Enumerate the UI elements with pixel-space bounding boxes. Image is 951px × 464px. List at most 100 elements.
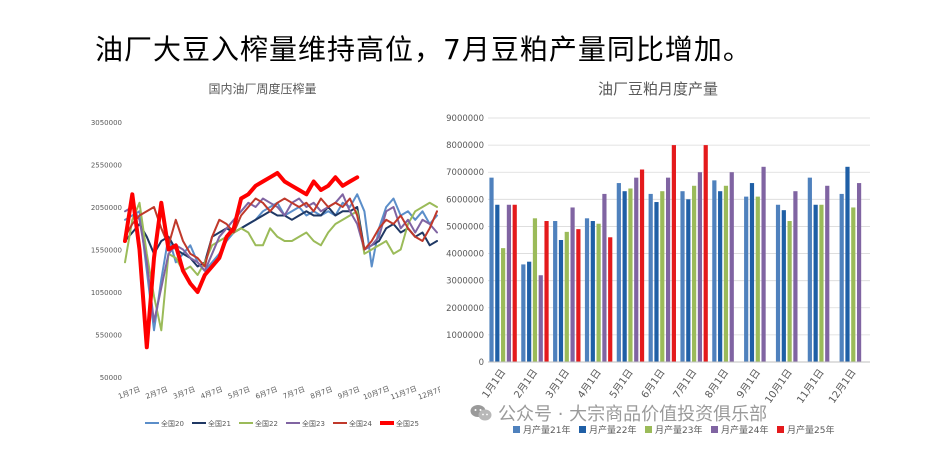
y-tick-label: 1050000 [91, 289, 122, 297]
bar [654, 202, 659, 362]
y-tick-label: 5000000 [446, 222, 484, 232]
x-tick-label: 11月1日 [794, 367, 826, 406]
bar [697, 172, 703, 362]
bar [639, 169, 645, 362]
bar [793, 191, 798, 362]
x-tick-label: 9月1日 [734, 367, 763, 401]
bar [686, 199, 691, 362]
bar [825, 185, 830, 362]
bar [851, 207, 856, 362]
bar [680, 191, 685, 362]
y-tick-label: 0 [479, 358, 484, 368]
bar [775, 204, 781, 362]
legend-label: 全国22 [255, 419, 278, 428]
bar [729, 172, 734, 362]
legend-label: 月产量23年 [655, 424, 702, 436]
bar-chart-svg: 9000000 8000000 7000000 6000000 5000000 40000… [446, 114, 870, 436]
legend-swatch [513, 426, 520, 433]
bar [544, 221, 549, 362]
y-tick-label: 9000000 [446, 114, 484, 124]
x-tick-label: 5月1日 [607, 367, 636, 401]
bar [584, 218, 590, 362]
bar [819, 204, 824, 362]
bar [712, 180, 717, 362]
bar [512, 204, 517, 362]
bar [521, 264, 526, 362]
bar [501, 248, 506, 362]
x-tick-label: 11月7日 [390, 385, 418, 402]
x-tick-label: 6月1日 [639, 367, 668, 401]
legend-label: 全国25 [396, 419, 419, 428]
series-line [124, 201, 438, 332]
bar [660, 191, 665, 362]
x-tick-label: 7月7日 [282, 385, 306, 400]
bar [671, 145, 676, 362]
bar [807, 177, 812, 362]
x-tick-label: 12月7日 [417, 385, 440, 402]
x-tick-label: 9月7日 [337, 385, 361, 400]
bar [781, 210, 786, 362]
x-tick-label: 8月1日 [703, 367, 732, 401]
y-tick-label: 2000000 [446, 304, 484, 314]
x-tick-label: 2月1日 [512, 367, 541, 401]
legend-label: 全国21 [208, 419, 231, 428]
bar [648, 193, 653, 362]
x-tick-label: 12月1日 [826, 367, 858, 406]
bar [723, 185, 729, 362]
watermark: 公众号 · 大宗商品价值投资俱乐部 [470, 400, 767, 426]
bar [718, 191, 723, 362]
x-tick-label: 2月7日 [145, 385, 169, 400]
legend-label: 月产量25年 [787, 424, 834, 436]
legend-swatch [777, 426, 784, 433]
chart-title: 国内油厂周度压榨量 [208, 82, 317, 96]
bar [665, 177, 671, 362]
line-chart-svg: 3050000 2550000 2050000 1550000 1050000 55000… [91, 119, 446, 428]
legend-swatch [711, 426, 718, 433]
bar [564, 231, 569, 362]
series-line [123, 171, 360, 350]
legend-label: 月产量24年 [721, 424, 768, 436]
x-tick-label: 1月1日 [480, 367, 509, 401]
weekly-crush-chart: 国内油厂周度压榨量 3050000 2550000 2050000 1550000 10… [85, 70, 446, 445]
bar [596, 223, 601, 362]
x-tick-label: 1月7日 [117, 385, 141, 400]
watermark-text: 公众号 · 大宗商品价值投资俱乐部 [498, 404, 768, 425]
bar [576, 229, 581, 362]
x-tick-label: 8月7日 [309, 385, 333, 400]
bar [489, 177, 494, 362]
slide-title: 油厂大豆入榨量维持高位，7月豆粕产量同比增加。 [95, 33, 752, 66]
bar [628, 188, 633, 362]
y-tick-label: 3050000 [91, 119, 122, 127]
bar [532, 218, 538, 362]
x-tick-label: 5月7日 [227, 385, 251, 400]
monthly-meal-chart: 油厂豆粕月度产量 9000000 8000000 7000000 6000000 500… [438, 70, 878, 445]
bar [558, 240, 564, 362]
x-tick-label: 3月1日 [543, 367, 572, 401]
y-tick-label: 2050000 [91, 204, 122, 212]
y-tick-label: 2550000 [91, 162, 122, 170]
x-tick-label: 7月1日 [671, 367, 700, 401]
y-tick-label: 3000000 [446, 277, 484, 287]
y-tick-label: 4000000 [446, 250, 484, 260]
series-line [124, 193, 438, 323]
bar [856, 183, 862, 362]
bar [755, 196, 760, 362]
bar [703, 145, 708, 362]
legend-label: 全国24 [349, 419, 372, 428]
series-line [124, 197, 438, 268]
legend-swatch [645, 426, 652, 433]
y-tick-label: 7000000 [446, 168, 484, 178]
bar [602, 193, 607, 362]
bar [506, 204, 512, 362]
bar [761, 166, 766, 362]
bar [616, 183, 621, 362]
x-tick-label: 4月7日 [200, 385, 224, 400]
bar [608, 237, 613, 362]
bar [813, 204, 818, 362]
bar [622, 191, 627, 362]
bar [845, 166, 850, 362]
y-tick-label: 1550000 [91, 247, 122, 255]
bar [744, 196, 749, 362]
bar [787, 221, 792, 362]
legend-label: 月产量21年 [523, 424, 570, 436]
